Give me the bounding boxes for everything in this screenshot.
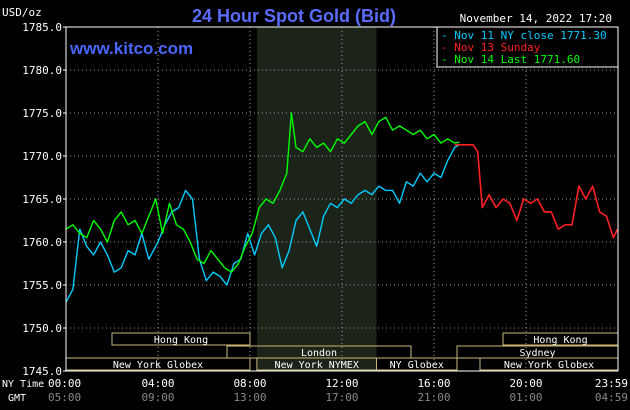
legend-entry: - Nov 14 Last 1771.60 <box>441 53 580 66</box>
series-line <box>454 144 619 239</box>
x-tick-label-ny: 23:59 <box>595 377 628 390</box>
session-label: New York Globex <box>113 360 203 371</box>
y-tick-label: 1780.0 <box>22 64 62 77</box>
chart-title: 24 Hour Spot Gold (Bid) <box>192 6 396 26</box>
x-tick-label-gmt: 21:00 <box>417 391 450 404</box>
x-tick-label-ny: 00:00 <box>48 377 81 390</box>
session-label: Hong Kong <box>154 335 208 346</box>
x-tick-label-gmt: 09:00 <box>141 391 174 404</box>
session-label: Sydney <box>519 348 555 359</box>
watermark: www.kitco.com <box>69 39 193 58</box>
x-tick-label-ny: 04:00 <box>141 377 174 390</box>
y-tick-label: 1770.0 <box>22 150 62 163</box>
session-label: Hong Kong <box>533 335 587 346</box>
legend-box <box>436 26 619 68</box>
x-tick-label-gmt: 05:00 <box>48 391 81 404</box>
x-tick-label-ny: 08:00 <box>233 377 266 390</box>
x-tick-label-ny: 16:00 <box>417 377 450 390</box>
y-tick-label: 1750.0 <box>22 322 62 335</box>
legend: - Nov 11 NY close 1771.30- Nov 13 Sunday… <box>436 26 619 68</box>
session-label: New York NYMEX <box>275 360 359 371</box>
x-tick-label-gmt: 04:59 <box>595 391 628 404</box>
x-tick-label-gmt: 17:00 <box>325 391 358 404</box>
legend-entry: - Nov 11 NY close 1771.30 <box>441 29 607 42</box>
session-label: New York Globex <box>504 360 594 371</box>
x-tick-label-gmt: 01:00 <box>509 391 542 404</box>
x-tick-label-gmt: 13:00 <box>233 391 266 404</box>
y-tick-label: 1760.0 <box>22 236 62 249</box>
y-tick-label: 1745.0 <box>22 365 62 378</box>
y-tick-label: 1765.0 <box>22 193 62 206</box>
row-label-ny-time: NY Time <box>2 379 44 390</box>
series-line <box>65 112 460 273</box>
series-line <box>65 144 460 303</box>
y-axis-label: USD/oz <box>2 6 42 19</box>
session-label: London <box>301 348 337 359</box>
y-tick-label: 1785.0 <box>22 21 62 34</box>
y-tick-label: 1775.0 <box>22 107 62 120</box>
session-box <box>376 357 458 371</box>
session-box <box>111 332 251 346</box>
x-tick-label-ny: 20:00 <box>509 377 542 390</box>
legend-entry: - Nov 13 Sunday <box>441 41 541 54</box>
y-tick-label: 1755.0 <box>22 279 62 292</box>
nymex-session-shade <box>256 27 377 371</box>
row-label-gmt: GMT <box>8 393 26 404</box>
timestamp-label: November 14, 2022 17:20 <box>460 12 612 25</box>
session-label: NY Globex <box>390 360 444 371</box>
x-tick-label-ny: 12:00 <box>325 377 358 390</box>
